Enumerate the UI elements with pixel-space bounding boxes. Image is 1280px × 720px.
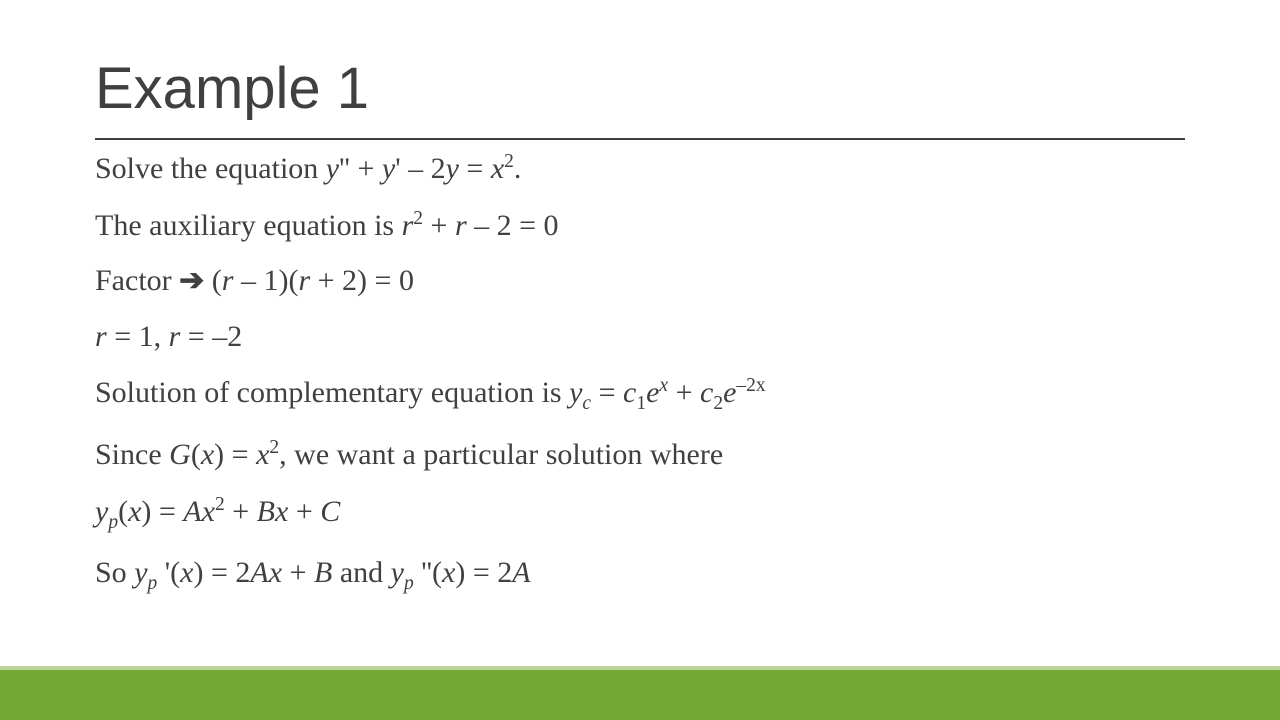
line-4: r = 1, r = –2 — [95, 321, 1185, 353]
line-7: yp(x) = Ax2 + Bx + C — [95, 495, 1185, 533]
slide: Example 1 Solve the equation y'' + y' – … — [0, 0, 1280, 720]
line-6: Since G(x) = x2, we want a particular so… — [95, 438, 1185, 471]
footer-bar — [0, 670, 1280, 720]
line-1: Solve the equation y'' + y' – 2y = x2. — [95, 152, 1185, 185]
line-5: Solution of complementary equation is yc… — [95, 376, 1185, 414]
line-2: The auxiliary equation is r2 + r – 2 = 0 — [95, 209, 1185, 242]
line-3: Factor ➔ (r – 1)(r + 2) = 0 — [95, 265, 1185, 297]
arrow-icon: ➔ — [179, 264, 204, 297]
slide-title: Example 1 — [95, 55, 369, 122]
line-8: So yp '(x) = 2Ax + B and yp ''(x) = 2A — [95, 557, 1185, 594]
title-underline — [95, 138, 1185, 140]
slide-body: Solve the equation y'' + y' – 2y = x2. T… — [95, 152, 1185, 619]
